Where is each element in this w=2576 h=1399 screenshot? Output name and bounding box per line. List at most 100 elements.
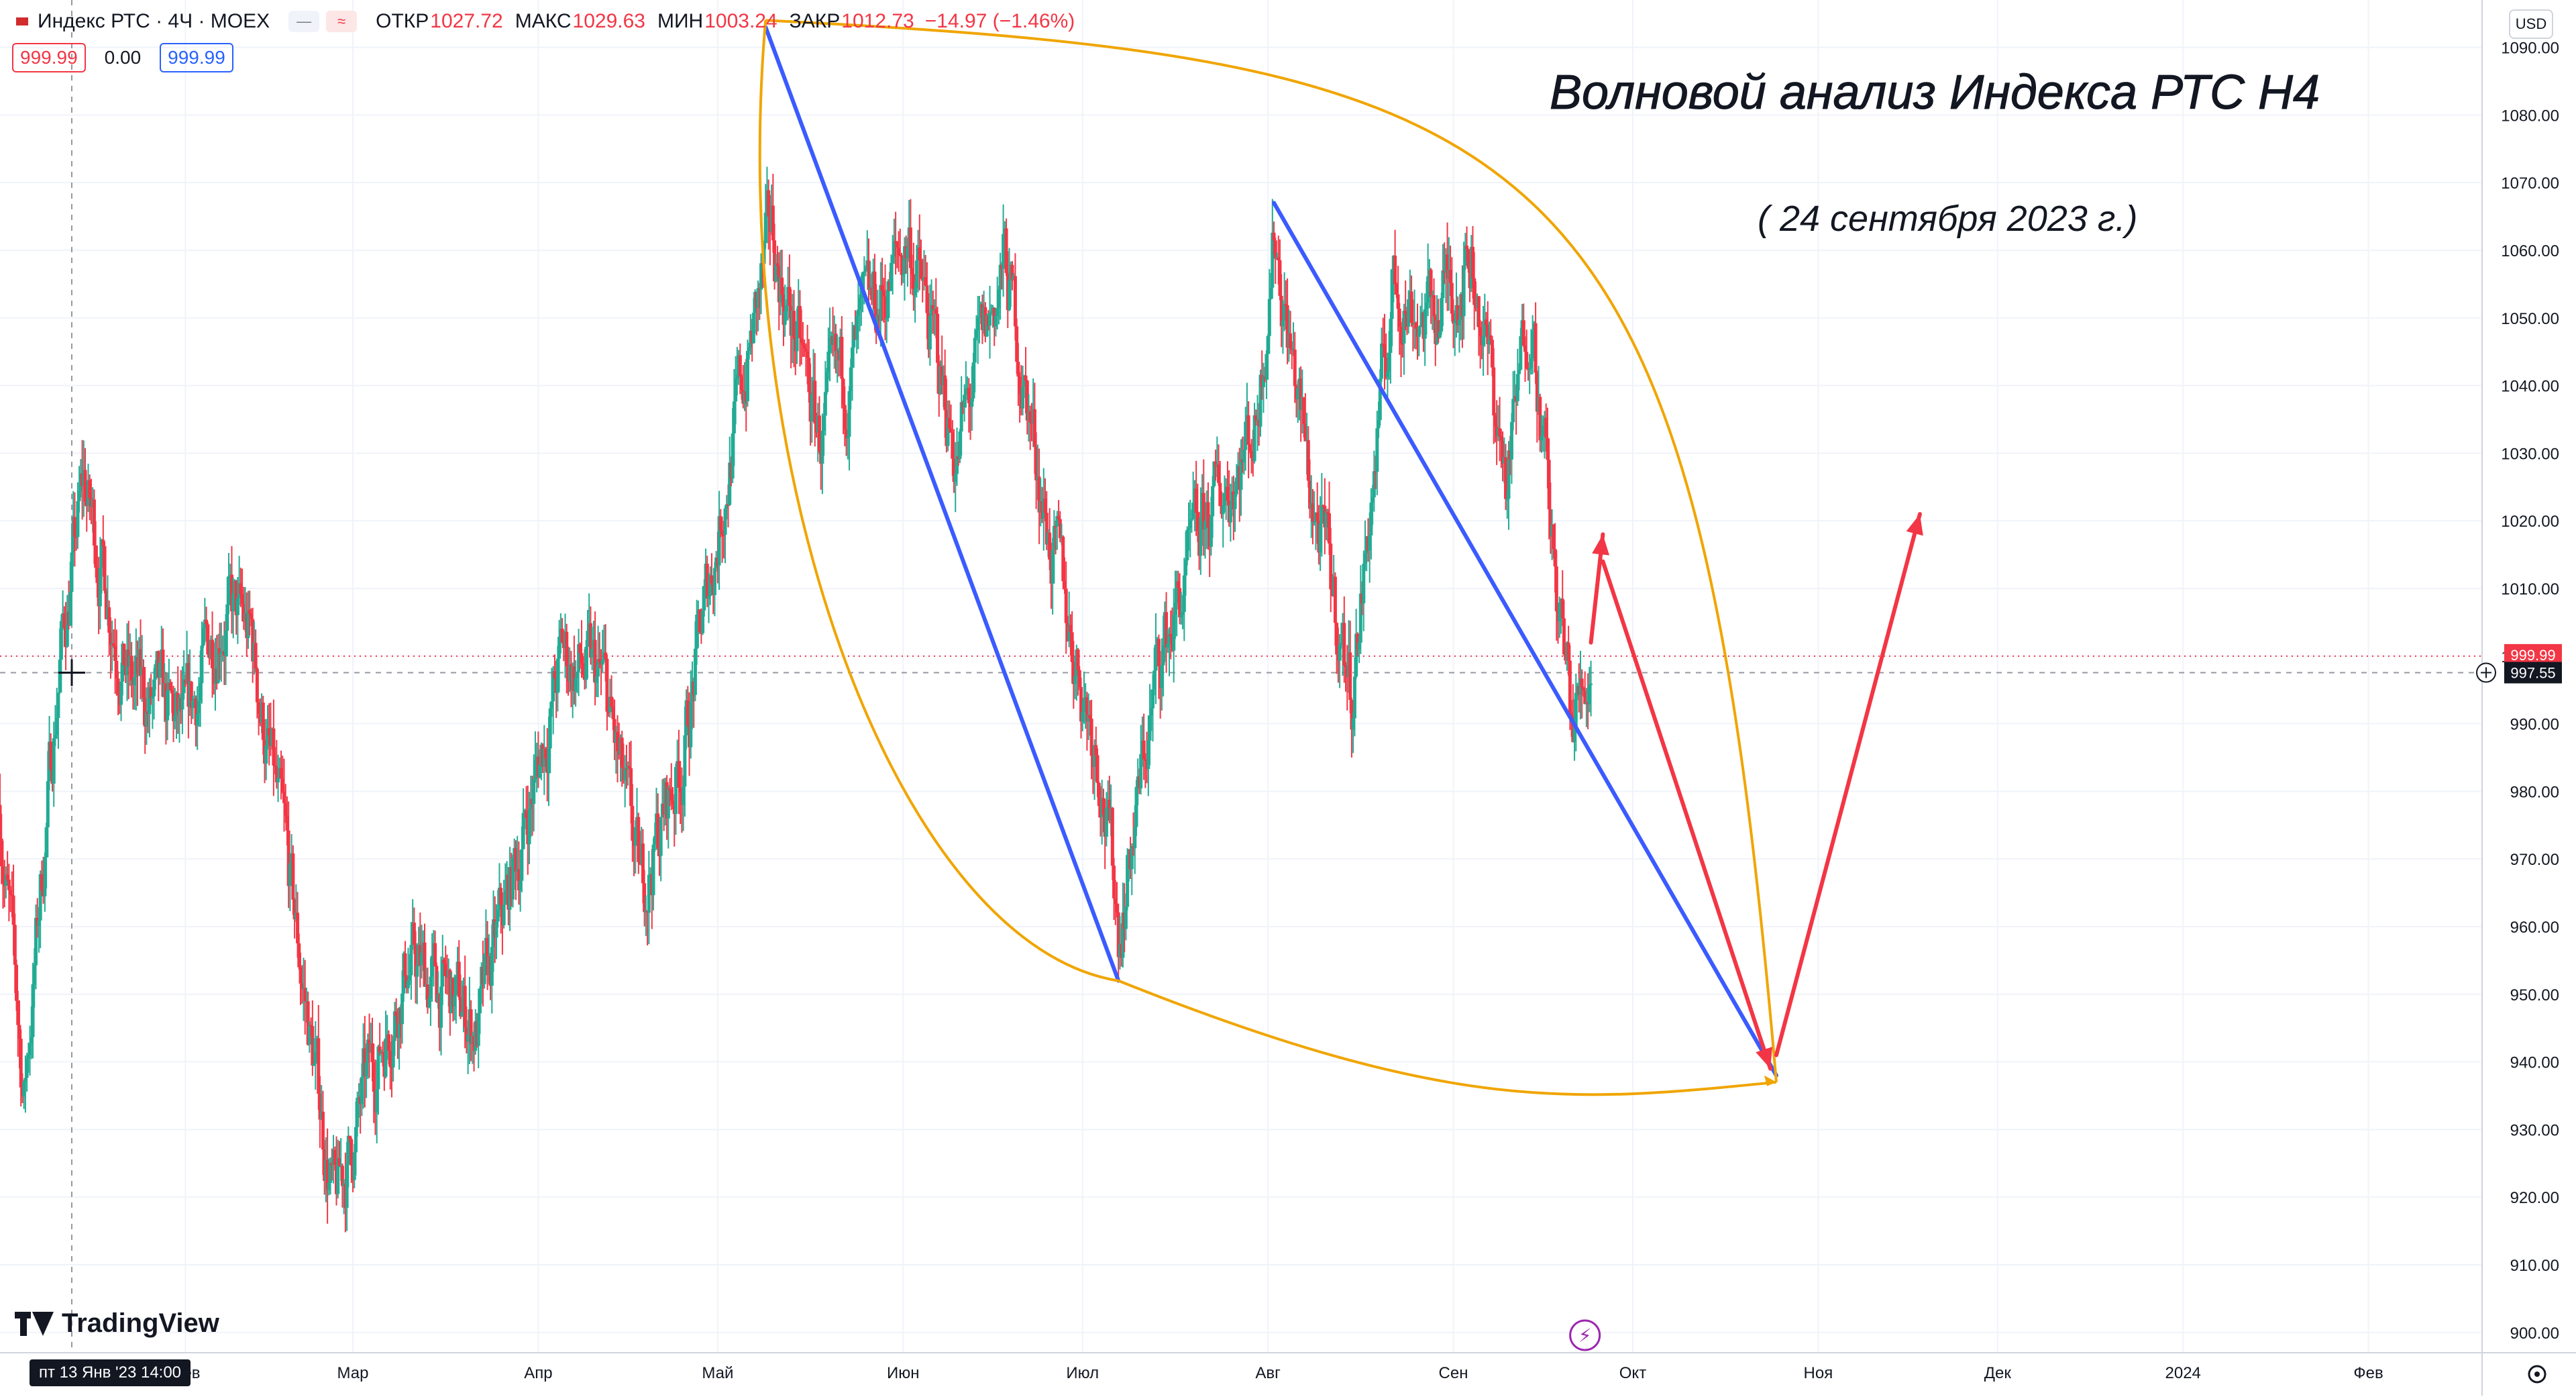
candle-body [34,918,38,966]
candle-body [767,190,771,217]
candle-body [261,703,265,740]
candle-body [352,1152,356,1180]
candle-body [1558,603,1562,621]
candle-body [32,965,36,984]
y-tick-label: 910.00 [2510,1257,2559,1275]
candle-body [1110,807,1114,866]
candle-body [381,1052,385,1054]
sell-price-button[interactable]: 999.99 [12,43,86,72]
candle-body [928,315,932,350]
candle-body [291,853,295,900]
forecast-arrow[interactable] [1601,559,1773,1071]
candle-body [463,986,467,1027]
candle-body [1477,296,1481,327]
candle-body [1273,240,1277,259]
forecast-arrow[interactable] [1774,512,1922,1057]
candle-body [511,858,515,900]
candle-body [656,813,660,849]
candle-body [16,1000,20,1025]
buy-price-button[interactable]: 999.99 [160,43,233,72]
candle-body [800,338,804,343]
candle-body [1067,625,1071,641]
candle-body [908,227,912,268]
candle-body [1483,319,1487,337]
candle-body [1481,336,1485,346]
candle-body [633,827,637,846]
candle-body [107,607,111,633]
candle-body [354,1127,358,1153]
candle-body [1024,375,1028,381]
x-tick-label: Дек [1984,1364,2012,1382]
annotation-date[interactable]: ( 24 сентября 2023 г.) [1758,199,2137,239]
tradingview-logo[interactable]: TradingView [15,1308,219,1339]
candle-body [771,205,775,241]
hide-indicator-icon[interactable]: — [288,11,320,32]
candle-body [439,986,443,1028]
candle-body [327,1182,331,1190]
candle-body [732,401,736,433]
candle-body [659,817,663,856]
arc-upper-curve[interactable] [765,19,1778,1082]
candle-body [756,288,760,309]
gear-icon[interactable] [2528,1365,2546,1384]
annotation-title[interactable]: Волновой анализ Индекса РТС Н4 [1550,66,2320,120]
lightning-event-icon[interactable]: ⚡ [1569,1319,1601,1351]
candle-body [98,568,102,607]
candle-body [197,701,201,714]
currency-button[interactable]: USD [2509,9,2553,39]
candle-body [747,347,751,352]
candle-body [1401,343,1405,345]
candle-body [580,653,584,664]
quote-row[interactable]: 999.99 0.00 999.99 [12,43,233,72]
candle-body [1320,505,1324,524]
wave-trend-line[interactable] [1272,201,1778,1078]
candle-body [1384,357,1388,378]
candle-body [1456,305,1460,325]
candle-body [1279,295,1283,327]
y-tick-label: 980.00 [2510,783,2559,801]
candle-body [1299,378,1303,411]
candle-body [113,645,117,661]
candle-body [370,1043,374,1063]
candle-body [1547,460,1551,510]
candle-body [318,1093,322,1120]
x-tick-label: Апр [524,1364,552,1382]
candle-body [792,311,796,340]
candle-body [997,289,1001,309]
candle-body [998,264,1002,290]
candle-body [1380,344,1384,379]
candle-body [596,659,600,677]
wave-trend-line[interactable] [763,25,1121,983]
candle-body [1142,740,1146,760]
candle-body [560,628,564,643]
candle-body [520,849,524,881]
add-alert-icon[interactable] [2476,662,2496,683]
candle-body [482,954,486,984]
candle-body [886,281,890,319]
candle-body [856,309,860,316]
candle-body [610,696,614,707]
candle-body [363,1048,367,1076]
drawings-layer[interactable]: ⚡ Волновой анализ Индекса РТС Н4 ( 24 сент… [58,19,2320,1351]
candle-body [637,817,641,862]
candle-body [1173,603,1177,615]
candle-body [109,633,113,645]
candle-body [241,603,246,622]
candle-body [496,910,500,922]
symbol-title[interactable]: Индекс РТС · 4Ч · MOEX [38,10,270,32]
candle-body [600,660,604,665]
candle-body [1055,516,1059,527]
y-tick-label: 1040.00 [2501,378,2559,396]
arc-lower-curve[interactable] [758,20,1777,1096]
time-cursor-label: пт 13 Янв '23 14:00 [30,1359,191,1386]
candle-body [453,995,457,1006]
symbol-legend[interactable]: Индекс РТС · 4Ч · MOEX — ≈ ОТКР 1027.72 М… [16,7,1075,36]
compare-wave-icon[interactable]: ≈ [326,11,358,32]
candle-body [555,658,559,693]
candle-body [1124,906,1128,929]
candle-body [1544,417,1548,438]
candle-body [1283,304,1287,321]
